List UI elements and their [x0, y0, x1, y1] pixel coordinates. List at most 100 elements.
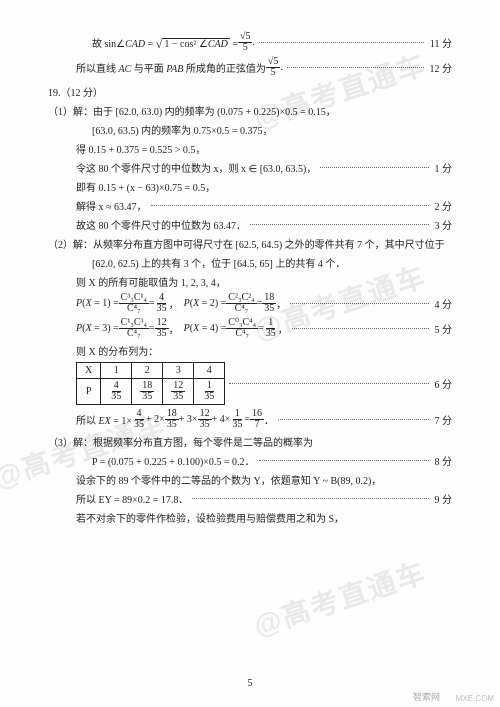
text: + 4× [212, 414, 231, 425]
text: 则 X 的分布列为： [76, 343, 158, 358]
text: (X = 3) = [82, 323, 119, 334]
sol-line: 所以 EY = 89×0.2 = 17.8． 9 分 [48, 491, 452, 506]
points: 6 分 [433, 376, 453, 391]
text: 即有 0.15 + (x − 63)×0.75 = 0.5， [76, 179, 215, 194]
sol-line: 解得 x ≈ 63.47， 2 分 [48, 198, 452, 213]
points: 7 分 [433, 412, 453, 427]
table-row: X 1 2 3 4 [77, 363, 225, 379]
prob-line: P(X = 1) = C³₃C¹₄C⁴₇ = 435 ， P(X = 2) = … [48, 293, 452, 314]
frac: √55 [266, 57, 281, 78]
points: 12 分 [428, 60, 453, 75]
points: 3 分 [433, 217, 453, 232]
text: （1）解：由于 [62.0, 63.0) 内的频率为 (0.075 + 0.22… [48, 103, 336, 118]
credit-text: MXE.COM [456, 694, 494, 703]
dotted-leader [320, 167, 428, 168]
sol-line: 令这 80 个零件尺寸的中位数为 x，则 x ∈ [63.0, 63.5)， 1… [48, 160, 452, 175]
sol-line: P = (0.075 + 0.225 + 0.100)×0.5 = 0.2． 8… [48, 453, 452, 468]
points: 5 分 [433, 321, 453, 336]
dotted-leader [278, 419, 429, 420]
dotted-leader [287, 67, 424, 68]
frac: 435 [155, 293, 169, 314]
cell: 1235 [163, 379, 194, 405]
cell: X [77, 363, 101, 379]
sol-line: 设余下的 89 个零件中的二等品的个数为 Y，依题意知 Y ~ B(89, 0.… [48, 472, 452, 487]
text: ， [169, 321, 184, 336]
text: 所以直线 AC 与平面 PAB 所成角的正弦值为 [76, 60, 266, 75]
text: ． [264, 412, 274, 427]
text: 若不对余下的零件作检验，设检验费用与赔偿费用之和为 S， [76, 510, 344, 525]
text: + 3× [179, 414, 198, 425]
text: （3）解：根据频率分布直方图，每个零件是二等品的概率为 [48, 434, 313, 449]
page: @高考直通车 @高考直通车 @高考直通车 @高考直通车 故 sin∠CAD = … [0, 0, 500, 707]
text: 所以 EX = 1× [76, 412, 132, 427]
cell: 4 [194, 363, 225, 379]
prob-line: P(X = 3) = C¹₃C³₄C⁴₇ = 1235 ， P(X = 4) =… [48, 318, 452, 339]
table-row: P 435 1835 1235 135 [77, 379, 225, 405]
frac: 1235 [198, 409, 212, 430]
text: 所以 EY = 89×0.2 = 17.8． [76, 491, 188, 506]
sol-line: 若不对余下的零件作检验，设检验费用与赔偿费用之和为 S， [48, 510, 452, 525]
sol-line: 则 X 的分布列为： [48, 343, 452, 358]
frac: C¹₃C³₄C⁴₇ [119, 318, 149, 339]
q-head: 19.（12 分） [48, 84, 452, 99]
text: ， [276, 296, 286, 311]
frac: 1835 [165, 409, 179, 430]
points: 9 分 [433, 491, 453, 506]
frac: C²₃C²₄C⁴₇ [226, 293, 256, 314]
text: P = (0.075 + 0.225 + 0.100)×0.5 = 0.2． [92, 453, 255, 468]
question-19: 19.（12 分） （1）解：由于 [62.0, 63.0) 内的频率为 (0.… [48, 84, 452, 525]
text: . [252, 37, 255, 48]
text: (X = 2) = [190, 298, 227, 309]
sol-line: 即有 0.15 + (x − 63)×0.75 = 0.5， [48, 179, 452, 194]
frac: 1835 [262, 293, 276, 314]
logo-text: 智索网 [413, 690, 440, 703]
frac: C⁰₃C⁴₄C⁴₇ [226, 318, 258, 339]
points: 4 分 [433, 296, 453, 311]
frac: 1235 [155, 318, 169, 339]
points: 2 分 [433, 198, 453, 213]
ex-line: 所以 EX = 1× 435 + 2× 1835 + 3× 1235 + 4× … [48, 409, 452, 430]
text: [62.0, 62.5) 上的共有 3 个，位于 [64.5, 65] 上的共有… [92, 255, 345, 270]
sol-line: （3）解：根据频率分布直方图，每个零件是二等品的概率为 [48, 434, 452, 449]
text: ， [169, 296, 184, 311]
frac: 135 [264, 318, 278, 339]
watermark: @高考直通车 [248, 551, 431, 644]
dotted-leader [229, 383, 428, 384]
sol-line: 则 X 的所有可能取值为 1, 2, 3, 4， [48, 274, 452, 289]
dotted-leader [250, 224, 429, 225]
page-number: 5 [0, 678, 500, 689]
text: (X = 4) = [190, 323, 227, 334]
cell: P [77, 379, 101, 405]
cell: 1 [101, 363, 132, 379]
sol-line: 得 0.15 + 0.375 = 0.525 > 0.5， [48, 141, 452, 156]
cell: 135 [194, 379, 225, 405]
sol-line: 故 sin∠CAD = 1 − cos² ∠CAD = √55 . 11 分 [48, 32, 452, 53]
sol-line: 故这 80 个零件尺寸的中位数为 63.47． 3 分 [48, 217, 452, 232]
points: 11 分 [428, 35, 452, 50]
cell: 2 [132, 363, 163, 379]
sol-line: [62.0, 62.5) 上的共有 3 个，位于 [64.5, 65] 上的共有… [48, 255, 452, 270]
sol-line: （1）解：由于 [62.0, 63.0) 内的频率为 (0.075 + 0.22… [48, 103, 452, 118]
text: 设余下的 89 个零件中的二等品的个数为 Y，依题意知 Y ~ B(89, 0.… [76, 472, 381, 487]
text: (X = 1) = [82, 298, 119, 309]
text: 故这 80 个零件尺寸的中位数为 63.47． [76, 217, 246, 232]
points: 1 分 [433, 160, 453, 175]
sol-line: 所以直线 AC 与平面 PAB 所成角的正弦值为 √55 . 12 分 [48, 57, 452, 78]
distribution-table: X 1 2 3 4 P 435 1835 1235 135 [76, 362, 225, 405]
text: 故 sin∠CAD = 1 − cos² ∠CAD = [92, 35, 238, 51]
text: （2）解：从频率分布直方图中可得尺寸在 [62.5, 64.5) 之外的零件共有… [48, 236, 445, 251]
dotted-leader [292, 328, 429, 329]
dotted-leader [192, 498, 428, 499]
dotted-leader [290, 303, 428, 304]
frac: 435 [132, 409, 146, 430]
text: 令这 80 个零件尺寸的中位数为 x，则 x ∈ [63.0, 63.5)， [76, 160, 316, 175]
text: [63.0, 63.5) 内的频率为 0.75×0.5 = 0.375， [92, 122, 272, 137]
frac: 167 [250, 409, 264, 430]
dotted-leader [259, 460, 429, 461]
text: . [280, 62, 283, 73]
points: 8 分 [433, 453, 453, 468]
frac: 135 [230, 409, 244, 430]
text: 则 X 的所有可能取值为 1, 2, 3, 4， [76, 274, 226, 289]
dist-table-row: X 1 2 3 4 P 435 1835 1235 135 6 分 [48, 362, 452, 405]
text: 得 0.15 + 0.375 = 0.525 > 0.5， [76, 141, 205, 156]
